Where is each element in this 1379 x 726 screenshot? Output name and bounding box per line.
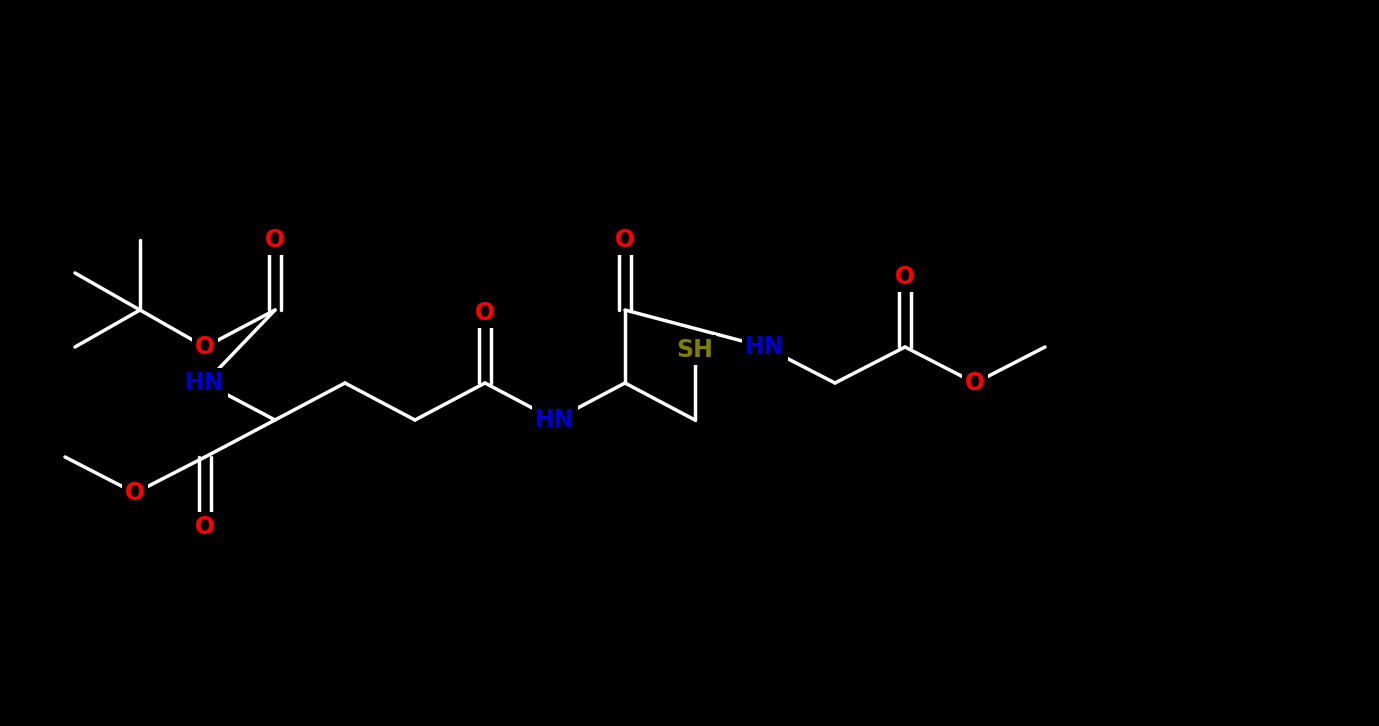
Text: O: O [125,481,145,505]
Text: O: O [615,228,636,252]
Text: O: O [265,228,285,252]
Text: HN: HN [185,371,225,395]
Text: HN: HN [745,335,785,359]
Text: O: O [895,265,916,289]
Text: O: O [965,371,985,395]
Text: SH: SH [677,338,713,362]
Text: HN: HN [535,408,575,432]
Text: O: O [194,515,215,539]
Text: O: O [194,335,215,359]
Text: O: O [474,301,495,325]
